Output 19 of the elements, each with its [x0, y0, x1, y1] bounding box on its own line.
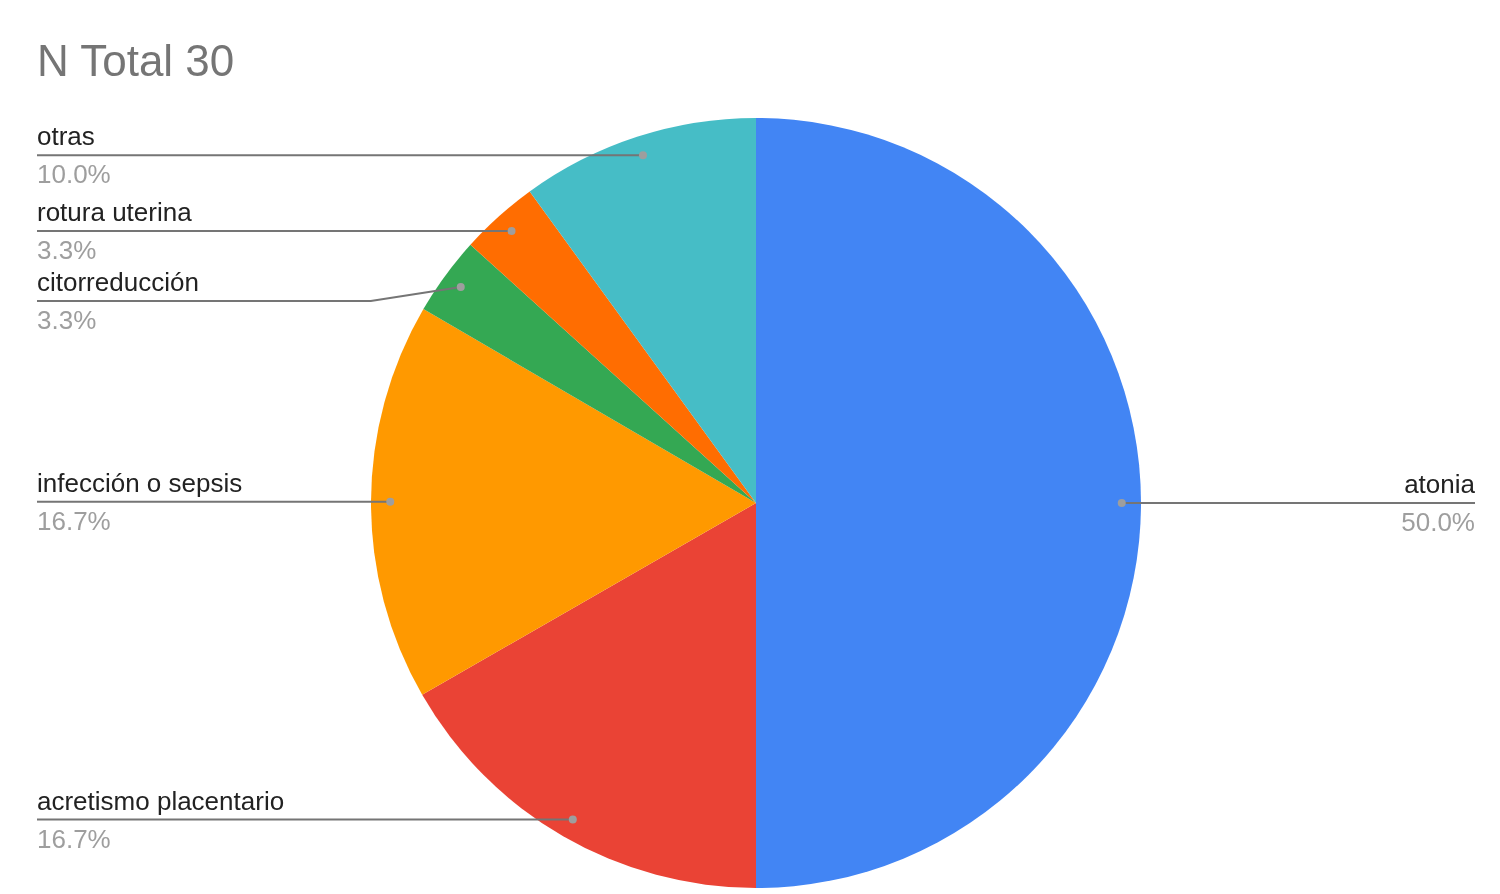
slice-label: acretismo placentario	[37, 785, 285, 816]
pie-slice	[371, 309, 756, 695]
data-label: 3.3%	[37, 234, 97, 265]
data-label: 50.0%	[1401, 507, 1475, 537]
chart-title: N Total 30	[37, 36, 235, 85]
pie-slice	[422, 503, 756, 888]
slice-label: infección o sepsis	[37, 467, 243, 498]
data-label: 16.7%	[37, 823, 111, 854]
slice-label: otras	[37, 121, 95, 152]
data-label: 10.0%	[37, 159, 111, 190]
slice-label: rotura uterina	[37, 196, 193, 227]
pie-slice	[756, 118, 1141, 888]
data-label: 16.7%	[37, 505, 111, 536]
pie-slice	[470, 191, 756, 503]
pie-slice	[529, 118, 756, 503]
slice-label: atonia	[1404, 469, 1476, 499]
data-label: 3.3%	[37, 304, 97, 335]
slice-label: citorreducción	[37, 266, 199, 297]
pie-slice	[423, 244, 756, 503]
